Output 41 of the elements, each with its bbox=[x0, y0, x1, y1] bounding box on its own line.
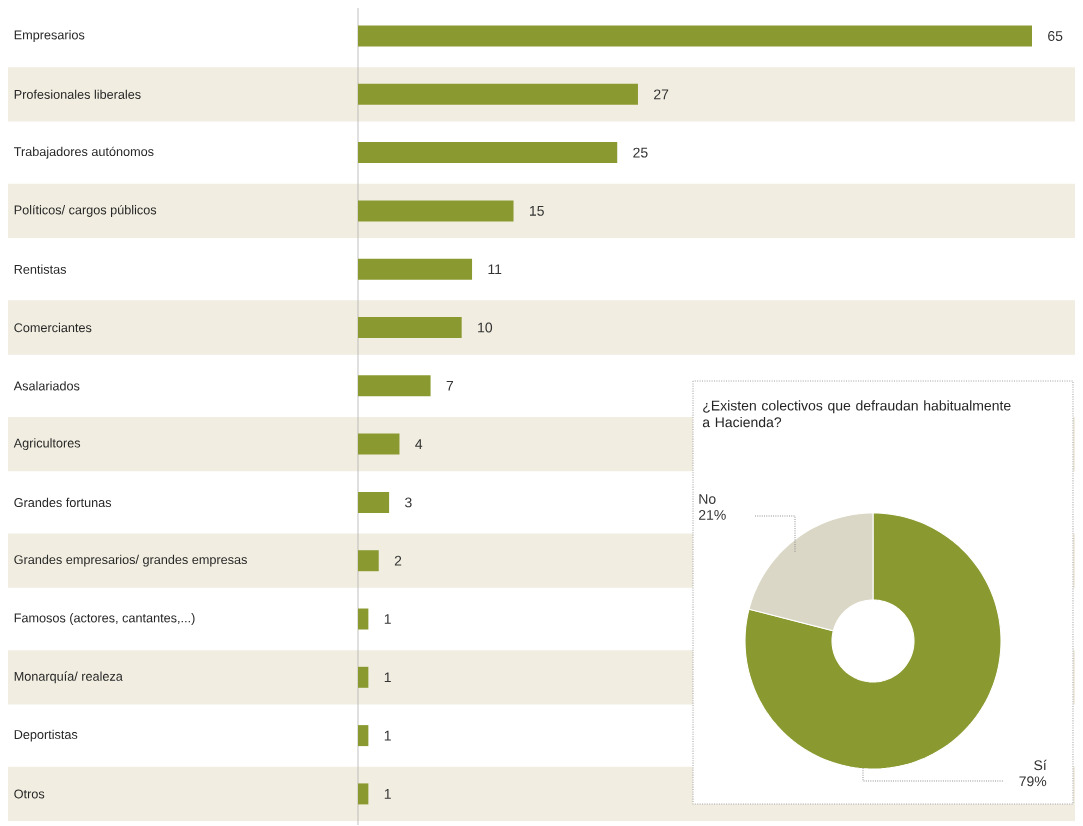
data-label: 3 bbox=[405, 497, 412, 508]
y-tick-label: Empresarios bbox=[14, 30, 85, 43]
y-tick-label: Rentistas bbox=[14, 264, 67, 275]
data-label: 1 bbox=[384, 731, 391, 741]
slice-label: No bbox=[699, 494, 716, 505]
y-tick-label: Políticos/ cargos públicos bbox=[14, 205, 157, 218]
data-label: 4 bbox=[415, 439, 423, 450]
y-tick-label: Asalariados bbox=[13, 381, 80, 391]
y-tick-label: Otros bbox=[14, 789, 45, 799]
data-label: 1 bbox=[384, 672, 391, 683]
bar bbox=[358, 725, 369, 747]
data-label: 21% bbox=[698, 510, 726, 521]
y-tick-label: Profesionales liberales bbox=[14, 89, 141, 100]
y-tick-label: Trabajadores autónomos bbox=[14, 146, 154, 159]
data-label: 10 bbox=[478, 322, 493, 333]
data-label: 79% bbox=[1019, 776, 1047, 787]
data-label: 1 bbox=[384, 614, 391, 625]
y-tick-label: Grandes fortunas bbox=[14, 497, 112, 508]
y-tick-label: Agricultores bbox=[13, 438, 81, 451]
bar bbox=[358, 25, 1033, 47]
bar bbox=[358, 258, 473, 280]
bar bbox=[358, 375, 431, 397]
data-label: 15 bbox=[529, 206, 544, 217]
chart-title: ¿Existen colectivos que defraudan habitualmente a Hacienda? bbox=[702, 400, 1011, 428]
y-tick-label: Deportistas bbox=[14, 729, 78, 742]
data-label: 11 bbox=[488, 264, 502, 275]
bar bbox=[358, 783, 369, 805]
bar bbox=[358, 142, 618, 164]
y-tick-label: Monarquía/ realeza bbox=[14, 671, 123, 684]
bar bbox=[358, 492, 390, 514]
data-label: 1 bbox=[384, 789, 391, 799]
bar bbox=[358, 608, 369, 630]
data-label: 65 bbox=[1048, 31, 1063, 42]
y-tick-label: Grandes empresarios/ grandes empresas bbox=[14, 555, 247, 567]
y-tick-label: Comerciantes bbox=[14, 323, 92, 333]
data-label: 25 bbox=[633, 147, 648, 158]
slice-label: Sí bbox=[1034, 760, 1047, 771]
y-tick-label: Famosos (actores, cantantes,...) bbox=[14, 613, 195, 626]
data-label: 7 bbox=[446, 381, 454, 391]
data-label: 2 bbox=[394, 556, 402, 566]
data-label: 27 bbox=[654, 89, 669, 100]
